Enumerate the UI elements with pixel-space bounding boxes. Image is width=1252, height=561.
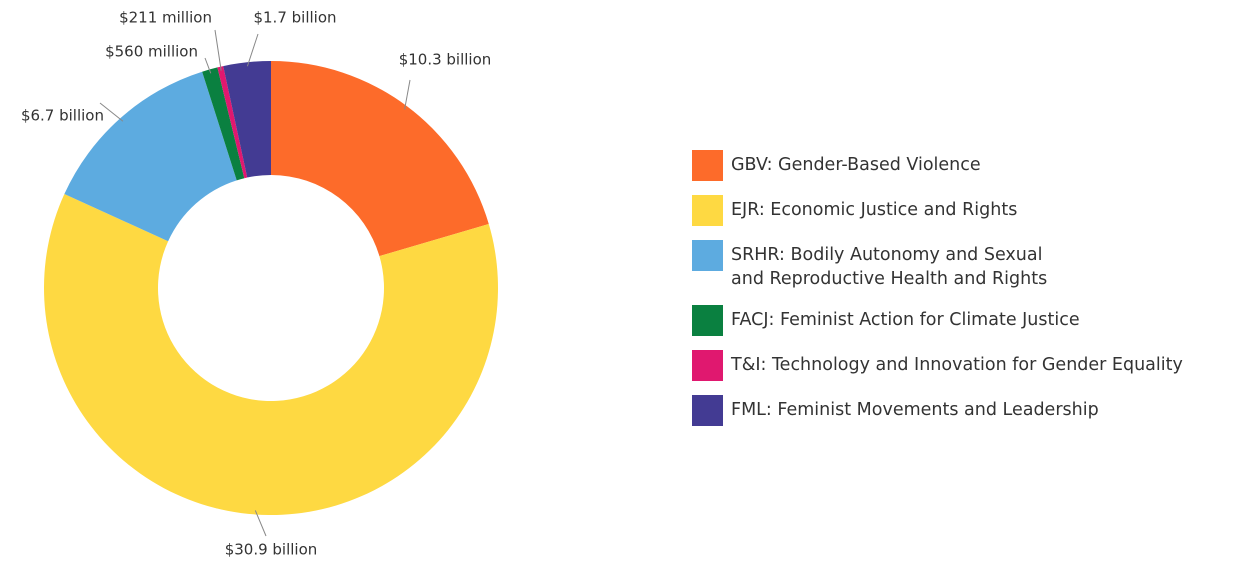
leader-line — [254, 510, 267, 537]
data-label: $560 million — [105, 43, 198, 61]
donut-slice — [223, 61, 271, 178]
legend-label: FML: Feminist Movements and Leadership — [731, 400, 1099, 420]
leader-line — [404, 79, 411, 110]
data-label: $30.9 billion — [225, 541, 318, 559]
donut-slice — [43, 194, 498, 516]
data-label: $10.3 billion — [399, 51, 492, 69]
legend-label: FACJ: Feminist Action for Climate Justic… — [731, 310, 1080, 330]
legend-swatch — [692, 395, 723, 426]
leader-line — [246, 33, 259, 67]
donut-slice — [64, 71, 237, 242]
legend-label: SRHR: Bodily Autonomy and Sexual and Rep… — [731, 245, 1048, 289]
data-label: $1.7 billion — [253, 9, 336, 27]
legend-swatch — [692, 195, 723, 226]
data-label: $6.7 billion — [21, 107, 104, 125]
legend-swatch — [692, 350, 723, 381]
legend-item: SRHR: Bodily Autonomy and Sexual and Rep… — [692, 240, 1183, 291]
legend-swatch — [692, 150, 723, 181]
leader-line — [214, 29, 222, 71]
legend-label: EJR: Economic Justice and Rights — [731, 200, 1018, 220]
legend-item: T&I: Technology and Innovation for Gende… — [692, 350, 1183, 381]
donut-slice — [271, 61, 489, 257]
legend-swatch — [692, 305, 723, 336]
data-label: $211 million — [119, 9, 212, 27]
leader-line — [204, 57, 212, 74]
donut-slice — [217, 66, 248, 179]
legend-label: GBV: Gender-Based Violence — [731, 155, 981, 175]
leader-line — [99, 102, 124, 122]
legend: GBV: Gender-Based Violence EJR: Economic … — [692, 150, 1183, 426]
legend-item: FML: Feminist Movements and Leadership — [692, 395, 1183, 426]
chart: $10.3 billion $30.9 billion $6.7 billion $5… — [21, 9, 498, 559]
donut-slice — [202, 67, 245, 181]
legend-item: EJR: Economic Justice and Rights — [692, 195, 1183, 226]
legend-swatch — [692, 240, 723, 271]
legend-item: GBV: Gender-Based Violence — [692, 150, 1183, 181]
legend-item: FACJ: Feminist Action for Climate Justic… — [692, 305, 1183, 336]
legend-label: T&I: Technology and Innovation for Gende… — [731, 355, 1183, 375]
